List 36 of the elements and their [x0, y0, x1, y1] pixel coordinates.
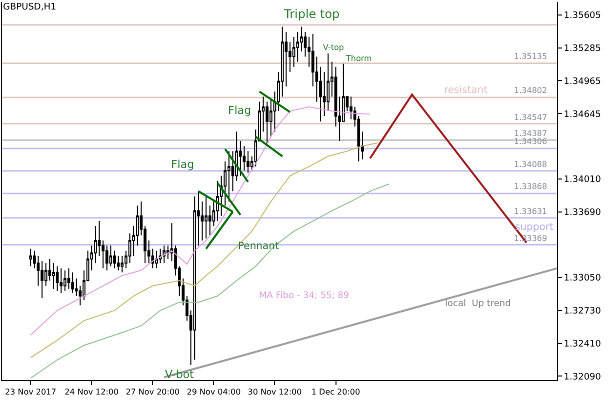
ref-line-label: 1.34802	[514, 86, 548, 95]
x-tick-label: 1 Dec 20:00	[311, 388, 360, 397]
ref-line-label: 1.35135	[514, 52, 548, 61]
annotation: Pennant	[238, 241, 279, 252]
y-tick-label: 1.35605	[564, 11, 602, 22]
annotation: MA Fibo - 34; 55; 89	[259, 291, 350, 301]
y-tick-label: 1.34010	[564, 175, 602, 186]
ref-line-label: 1.34547	[514, 113, 548, 122]
annotation: resistant	[444, 85, 488, 96]
annotation: local Up trend	[445, 299, 511, 309]
annotation: V-top	[323, 43, 344, 52]
annotation: Flag	[171, 158, 194, 171]
annotation: Flag	[228, 104, 252, 117]
y-tick-label: 1.32730	[564, 306, 602, 317]
x-tick-label: 30 Nov 12:00	[248, 388, 302, 397]
y-tick-label: 1.34965	[564, 76, 602, 87]
ref-line-label: 1.33631	[514, 207, 548, 216]
annotation: support	[515, 222, 554, 233]
chart-title: GBPUSD,H1	[3, 2, 56, 12]
y-tick-label: 1.35285	[564, 44, 602, 54]
annotation: Triple top	[283, 7, 340, 21]
y-tick-label: 1.34645	[564, 110, 602, 120]
x-tick-label: 29 Nov 04:00	[186, 388, 241, 397]
y-tick-label: 1.32410	[564, 339, 602, 350]
annotation: Thorm	[345, 54, 372, 63]
y-tick-label: 1.33050	[564, 274, 602, 284]
ref-line-label: 1.34387	[514, 129, 548, 138]
x-tick-label: 23 Nov 2017	[4, 388, 56, 397]
y-tick-label: 1.33690	[564, 208, 602, 218]
y-tick-label: 1.32090	[564, 372, 602, 382]
x-tick-label: 24 Nov 12:00	[64, 388, 119, 397]
x-tick-label: 27 Nov 20:00	[126, 388, 180, 397]
annotation: V-bot	[165, 368, 195, 381]
ref-line-label: 1.34306	[514, 137, 548, 146]
ref-line-label: 1.33868	[514, 182, 548, 191]
ref-line-label: 1.34088	[514, 160, 548, 169]
